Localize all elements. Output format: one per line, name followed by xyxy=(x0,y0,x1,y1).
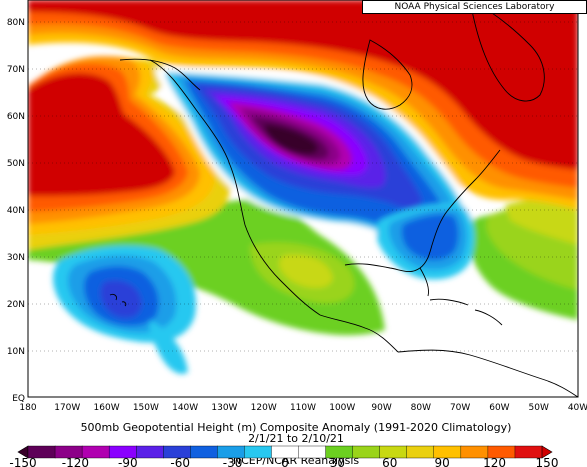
lon-label: 90W xyxy=(371,403,391,413)
lat-label: 70N xyxy=(7,65,25,75)
lat-label: 50N xyxy=(7,159,25,169)
lon-label: 150W xyxy=(133,403,159,413)
lat-label: 10N xyxy=(7,347,25,357)
colorbar-tick-label: 30 xyxy=(330,456,345,467)
colorbar-tick-label: -150 xyxy=(9,456,36,467)
map-frame xyxy=(27,0,579,398)
lon-label: 120W xyxy=(251,403,277,413)
colorbar-tick-label: -30 xyxy=(223,456,243,467)
colorbar-swatch xyxy=(136,445,164,459)
mexico-ridge-core xyxy=(278,254,333,288)
atlantic-ridge-yellow xyxy=(505,197,578,245)
colorbar xyxy=(17,445,553,459)
colorbar-tick-label: -60 xyxy=(170,456,190,467)
pacific-ridge-core xyxy=(28,73,175,196)
hawaii-islands xyxy=(109,293,127,307)
colorbar-tick-label: 60 xyxy=(382,456,397,467)
lat-label: 30N xyxy=(7,253,25,263)
colorbar-swatch xyxy=(298,445,327,459)
lon-label: 160W xyxy=(94,403,120,413)
arctic-ridge-core xyxy=(28,0,578,170)
longitude-labels: 180 170W 160W 150W 140W 130W 120W 110W 100W 90W 80… xyxy=(19,403,587,413)
colorbar-tick-labels: -150 -120 -90 -60 -30 0 30 60 90 120 150 xyxy=(9,456,558,467)
lat-label: 40N xyxy=(7,206,25,216)
east-trough-core xyxy=(401,214,459,260)
caption-title: 500mb Geopotential Height (m) Composite … xyxy=(81,421,512,434)
lon-label: 110W xyxy=(290,403,316,413)
lon-label: 40W xyxy=(568,403,587,413)
lat-label: EQ xyxy=(12,394,25,404)
colorbar-tick-label: -120 xyxy=(62,456,89,467)
lon-label: 80W xyxy=(411,403,431,413)
lon-label: 130W xyxy=(211,403,237,413)
lon-label: 170W xyxy=(54,403,80,413)
lat-label: 60N xyxy=(7,112,25,122)
hudson-bay xyxy=(362,39,413,110)
colorbar-tick-label: 120 xyxy=(483,456,506,467)
colorbar-tick-label: 0 xyxy=(281,456,289,467)
hawaii-tail xyxy=(149,320,188,375)
alaska-coast xyxy=(119,58,201,91)
florida xyxy=(419,267,429,297)
lon-label: 100W xyxy=(329,403,355,413)
colorbar-max-arrow xyxy=(541,445,553,459)
credit-label: NOAA Physical Sciences Laboratory xyxy=(362,0,587,14)
colorbar-swatch xyxy=(190,445,218,459)
anomaly-field xyxy=(28,0,578,375)
caption-dates: 2/1/21 to 2/10/21 xyxy=(248,432,344,445)
latitude-labels: 80N 70N 60N 50N 40N 30N 20N 10N EQ xyxy=(7,18,25,404)
lat-label: 20N xyxy=(7,300,25,310)
coastlines xyxy=(109,0,578,397)
south-america xyxy=(397,349,578,397)
central-america xyxy=(319,314,399,353)
lon-label: 50W xyxy=(529,403,549,413)
lat-label: 80N xyxy=(7,18,25,28)
north-america-west-coast xyxy=(149,59,321,316)
greenland xyxy=(469,0,545,102)
colorbar-tick-label: -90 xyxy=(118,456,138,467)
colorbar-tick-label: 90 xyxy=(435,456,450,467)
trough-core xyxy=(264,124,318,155)
lon-label: 70W xyxy=(450,403,470,413)
lon-label: 140W xyxy=(172,403,198,413)
colorbar-swatch xyxy=(352,445,381,459)
map-panel xyxy=(28,0,578,397)
colorbar-swatch xyxy=(406,445,435,459)
lon-label: 180 xyxy=(19,403,36,413)
hawaii-low-core xyxy=(100,280,142,318)
colorbar-swatch xyxy=(244,445,272,459)
east-coast xyxy=(431,149,501,246)
lon-label: 60W xyxy=(489,403,509,413)
colorbar-tick-label: 150 xyxy=(536,456,559,467)
